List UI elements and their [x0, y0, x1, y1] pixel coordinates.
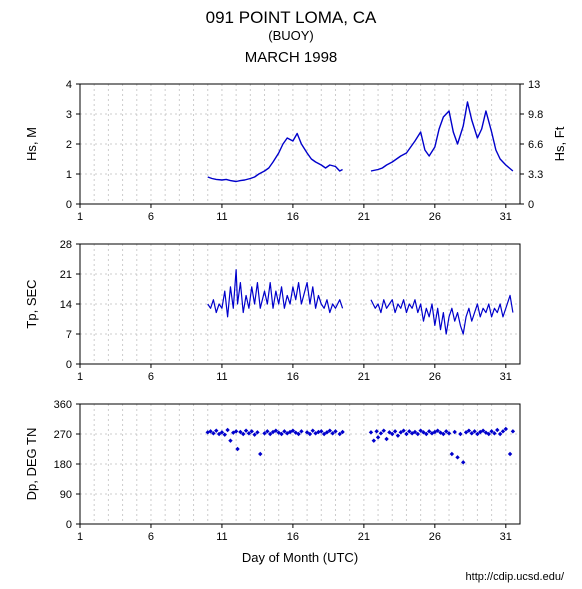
svg-text:26: 26	[429, 531, 441, 543]
footer-url: http://cdip.ucsd.edu/	[466, 571, 564, 583]
month-label: MARCH 1998	[0, 49, 582, 66]
svg-text:11: 11	[216, 531, 227, 543]
charts-svg: 0123403.36.69.813Hs, Ft161116212631Hs, M…	[0, 66, 582, 587]
svg-text:270: 270	[54, 429, 72, 441]
svg-text:21: 21	[358, 531, 370, 543]
svg-text:1: 1	[77, 371, 83, 383]
svg-text:Hs, Ft: Hs, Ft	[552, 126, 567, 161]
svg-text:31: 31	[500, 531, 512, 543]
svg-text:11: 11	[216, 371, 227, 383]
svg-text:16: 16	[287, 371, 299, 383]
page-title: 091 POINT LOMA, CA	[0, 8, 582, 28]
svg-text:28: 28	[60, 239, 72, 251]
svg-text:3: 3	[66, 109, 72, 121]
svg-text:1: 1	[66, 169, 72, 181]
svg-text:360: 360	[54, 399, 72, 411]
svg-text:21: 21	[60, 269, 72, 281]
svg-text:16: 16	[287, 211, 299, 223]
svg-text:Day of Month (UTC): Day of Month (UTC)	[242, 550, 358, 565]
svg-text:11: 11	[216, 211, 227, 223]
svg-text:0: 0	[528, 199, 534, 211]
svg-text:180: 180	[54, 459, 72, 471]
svg-text:6: 6	[148, 531, 154, 543]
svg-text:0: 0	[66, 359, 72, 371]
svg-text:21: 21	[358, 211, 370, 223]
svg-text:31: 31	[500, 371, 512, 383]
svg-text:7: 7	[66, 329, 72, 341]
svg-text:13: 13	[528, 79, 540, 91]
svg-text:0: 0	[66, 519, 72, 531]
page-subtitle: (BUOY)	[0, 28, 582, 43]
svg-text:26: 26	[429, 371, 441, 383]
svg-text:0: 0	[66, 199, 72, 211]
svg-text:9.8: 9.8	[528, 109, 543, 121]
svg-text:90: 90	[60, 489, 72, 501]
svg-text:2: 2	[66, 139, 72, 151]
svg-text:21: 21	[358, 371, 370, 383]
svg-text:14: 14	[60, 299, 72, 311]
svg-text:6: 6	[148, 371, 154, 383]
svg-text:4: 4	[66, 79, 72, 91]
svg-text:6.6: 6.6	[528, 139, 543, 151]
svg-text:31: 31	[500, 211, 512, 223]
svg-text:26: 26	[429, 211, 441, 223]
svg-text:Dp, DEG TN: Dp, DEG TN	[24, 428, 39, 501]
svg-text:Hs, M: Hs, M	[24, 127, 39, 161]
svg-text:Tp, SEC: Tp, SEC	[24, 279, 39, 328]
svg-text:1: 1	[77, 531, 83, 543]
svg-text:1: 1	[77, 211, 83, 223]
svg-text:3.3: 3.3	[528, 169, 543, 181]
svg-text:16: 16	[287, 531, 299, 543]
svg-text:6: 6	[148, 211, 154, 223]
